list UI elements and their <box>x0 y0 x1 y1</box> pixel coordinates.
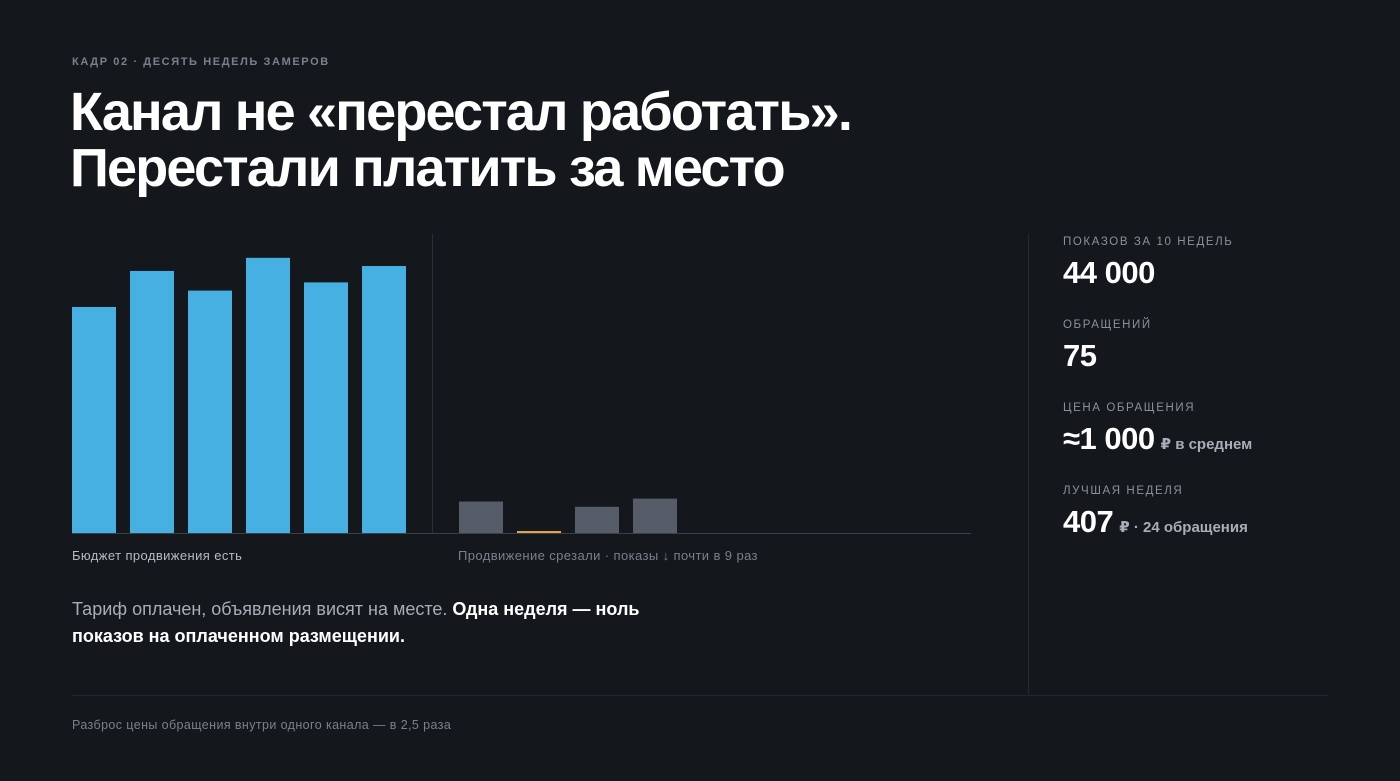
period-label-budget: Бюджет продвижения есть <box>72 548 243 563</box>
bar-budget <box>72 306 116 533</box>
stat-value: 75 <box>1063 338 1097 373</box>
stat-value: 44 000 <box>1063 255 1155 290</box>
stat-impressions: ПОКАЗОВ ЗА 10 НЕДЕЛЬ 44 000 <box>1063 236 1383 319</box>
bar-budget <box>130 270 174 533</box>
headline: Канал не «перестал работать». Перестали … <box>70 84 970 196</box>
footnote: Разброс цены обращения внутри одного кан… <box>72 718 452 732</box>
bar-budget <box>188 290 232 533</box>
bar-budget <box>246 257 290 533</box>
bar-budget <box>304 282 348 533</box>
stat-value-row: 44 000 <box>1063 256 1383 290</box>
stat-label: ЛУЧШАЯ НЕДЕЛЯ <box>1063 485 1184 497</box>
kicker: КАДР 02 · ДЕСЯТЬ НЕДЕЛЬ ЗАМЕРОВ <box>72 56 330 68</box>
stat-best-week: ЛУЧШАЯ НЕДЕЛЯ 407 ₽ · 24 обращения <box>1063 485 1383 568</box>
stat-cost-per-request: ЦЕНА ОБРАЩЕНИЯ ≈1 000 ₽ в среднем <box>1063 402 1383 485</box>
bar-cut <box>633 498 677 533</box>
bar-cut <box>459 501 503 533</box>
stat-value-row: 75 <box>1063 339 1383 373</box>
stat-suffix: ₽ · 24 обращения <box>1119 519 1248 536</box>
bar-cut <box>575 506 619 533</box>
vertical-divider <box>1028 234 1029 694</box>
stat-requests: ОБРАЩЕНИЙ 75 <box>1063 319 1383 402</box>
stat-label: ПОКАЗОВ ЗА 10 НЕДЕЛЬ <box>1063 236 1234 248</box>
headline-line-2: Перестали платить за место <box>70 138 786 198</box>
body-text-bold: Одна неделя — ноль показов на оплаченном… <box>72 599 640 646</box>
stat-label: ЦЕНА ОБРАЩЕНИЯ <box>1063 402 1196 414</box>
period-label-cut: Продвижение срезали · показы ↓ почти в 9… <box>458 548 758 563</box>
stat-value: ≈1 000 <box>1063 421 1155 456</box>
headline-line-1: Канал не «перестал работать». <box>70 82 853 142</box>
body-text: Тариф оплачен, объявления висят на месте… <box>72 596 692 650</box>
stat-value-row: 407 ₽ · 24 обращения <box>1063 505 1383 539</box>
bar-budget <box>362 266 406 533</box>
horizontal-divider <box>72 695 1328 696</box>
bar-zero <box>517 531 561 533</box>
stat-value: 407 <box>1063 504 1114 539</box>
body-text-regular: Тариф оплачен, объявления висят на месте… <box>72 599 453 619</box>
stat-value-row: ≈1 000 ₽ в среднем <box>1063 422 1383 456</box>
stat-suffix: ₽ в среднем <box>1160 436 1253 453</box>
stats-panel: ПОКАЗОВ ЗА 10 НЕДЕЛЬ 44 000 ОБРАЩЕНИЙ 75… <box>1063 236 1383 568</box>
stat-label: ОБРАЩЕНИЙ <box>1063 319 1152 331</box>
bar-chart <box>72 234 971 534</box>
